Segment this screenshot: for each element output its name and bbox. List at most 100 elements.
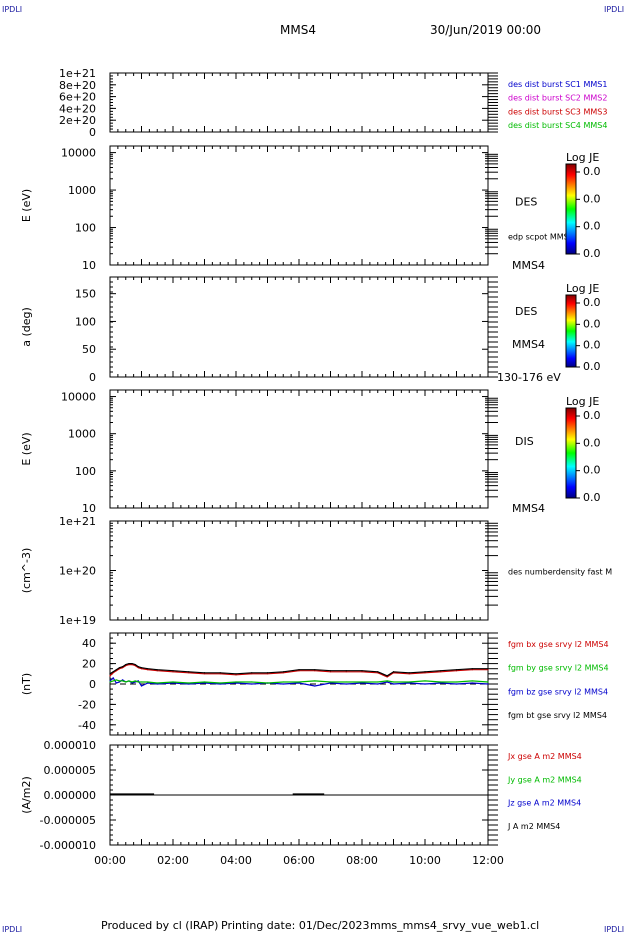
data-point xyxy=(440,682,442,684)
data-point xyxy=(219,673,221,675)
data-point xyxy=(455,681,458,683)
legend-entry: fgm by gse srvy l2 MMS4 xyxy=(508,664,609,673)
legend-entry: Jy gse A m2 MMS4 xyxy=(507,775,582,784)
y-tick-label: 20 xyxy=(82,658,96,671)
footer-printing-date: Printing date: 01/Dec/2023 xyxy=(221,919,370,932)
y-tick-label: 6e+20 xyxy=(59,91,96,104)
data-point xyxy=(122,666,124,668)
data-point xyxy=(118,681,121,683)
y-tick-label: 50 xyxy=(82,343,96,356)
colorbar-tick-label: 0.0 xyxy=(583,296,601,309)
data-point xyxy=(140,668,143,670)
data-point xyxy=(118,680,121,682)
data-point xyxy=(377,683,379,685)
data-point xyxy=(131,663,133,665)
y-tick-label: 0.000005 xyxy=(44,764,97,777)
data-point xyxy=(156,682,158,684)
legend-entry: fgm bt gse srvy l2 MMS4 xyxy=(508,711,607,720)
data-point xyxy=(128,680,130,682)
data-point xyxy=(487,668,489,670)
colorbar-tick-label: 0.0 xyxy=(583,464,601,477)
data-point xyxy=(282,681,284,683)
data-point xyxy=(147,682,149,684)
data-point xyxy=(251,673,253,675)
x-tick-label: 02:00 xyxy=(157,854,189,867)
data-point xyxy=(140,685,143,687)
x-tick-label: 06:00 xyxy=(283,854,315,867)
legend-entry: fgm bz gse srvy l2 MMS4 xyxy=(508,687,608,696)
colorbar-tick-label: 0.0 xyxy=(583,491,601,504)
data-point xyxy=(455,670,458,672)
data-point xyxy=(147,669,149,671)
data-point xyxy=(125,664,127,666)
extra-label: edp scpot MMS4 xyxy=(508,233,574,242)
data-point xyxy=(219,672,221,674)
panel-des-energy: 10000 1000 100 10 E (eV) DES MMS4 edp scpot MMS… xyxy=(20,145,601,272)
data-point xyxy=(345,683,347,685)
y-axis-label: a (deg) xyxy=(20,307,33,347)
panel-frame xyxy=(109,389,489,509)
legend-entry: des numberdensity fast M xyxy=(508,568,612,577)
data-point xyxy=(392,681,395,683)
data-point xyxy=(408,672,410,674)
y-tick-label: -0.000005 xyxy=(40,814,96,827)
data-point xyxy=(235,673,237,675)
colorbar-tick-label: 0.0 xyxy=(583,220,601,233)
legend-entry: des dist burst SC2 MMS2 xyxy=(508,94,607,103)
data-point xyxy=(134,680,136,682)
y-tick-label: 40 xyxy=(82,637,96,650)
data-point xyxy=(128,663,130,665)
colorbar xyxy=(565,294,577,368)
data-point xyxy=(424,672,426,674)
data-point xyxy=(235,682,237,684)
data-point xyxy=(424,683,426,685)
data-point xyxy=(361,682,363,684)
y-tick-label: -0.000010 xyxy=(40,839,96,852)
instrument-label: DES xyxy=(515,305,537,318)
data-point xyxy=(188,682,190,684)
data-point xyxy=(140,681,143,683)
y-tick-label: 150 xyxy=(75,288,96,301)
data-point xyxy=(203,673,206,675)
y-tick-label: 1000 xyxy=(68,428,96,441)
y-tick-label: 1e+20 xyxy=(59,565,96,578)
data-point xyxy=(109,681,111,683)
panel-frame xyxy=(109,276,489,378)
data-point xyxy=(188,672,190,674)
y-tick-label: 10000 xyxy=(61,391,96,404)
colorbar-title: Log JE xyxy=(566,282,599,295)
data-point xyxy=(440,681,442,683)
instrument-sub-label: MMS4 xyxy=(512,259,545,272)
x-tick-label: 08:00 xyxy=(346,854,378,867)
footer-produced-by: Produced by cl (IRAP) xyxy=(101,919,218,932)
data-point xyxy=(137,680,139,682)
colorbar-tick-label: 0.0 xyxy=(583,165,601,178)
data-point xyxy=(424,680,426,682)
y-tick-label: 100 xyxy=(75,222,96,235)
data-point xyxy=(440,670,442,672)
data-point xyxy=(298,682,300,684)
data-point xyxy=(266,682,269,684)
x-tick-label: 04:00 xyxy=(220,854,252,867)
data-point xyxy=(361,670,363,672)
footer-product: mms_mms4_srvy_vue_web1.cl xyxy=(370,919,539,932)
data-point xyxy=(251,672,253,674)
data-point xyxy=(487,669,489,671)
colorbar-tick-label: 0.0 xyxy=(583,339,601,352)
data-point xyxy=(386,681,388,683)
legend-entry: des dist burst SC1 MMS1 xyxy=(508,80,607,89)
panel-fgm: 40 20 0 -20 -40 (nT) fgm bx gse srvy l2 MMS4 fg… xyxy=(20,632,609,736)
data-point xyxy=(377,671,379,673)
data-point xyxy=(156,683,158,685)
data-point xyxy=(251,683,253,685)
data-point xyxy=(188,671,190,673)
data-point xyxy=(122,680,124,682)
data-point xyxy=(112,671,114,673)
data-point xyxy=(471,680,473,682)
data-point xyxy=(298,670,300,672)
data-point xyxy=(408,682,410,684)
instrument-label: DIS xyxy=(515,435,534,448)
data-point xyxy=(112,677,114,679)
